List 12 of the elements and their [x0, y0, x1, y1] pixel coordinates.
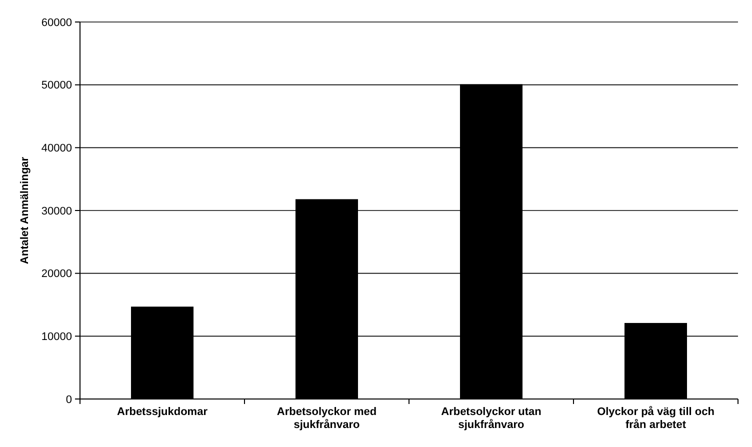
y-tick-label: 10000: [41, 331, 72, 344]
x-tick-label: Olyckor på väg till och från arbetet: [597, 405, 715, 431]
y-tick-label: 20000: [41, 268, 72, 280]
x-tick-label: Arbetssjukdomar: [117, 406, 208, 418]
y-tick-label: 40000: [41, 142, 72, 155]
x-tick-label: Arbetsolyckor med sjukfrånvaro: [276, 406, 377, 431]
y-axis-title: Antalet Anmälningar: [19, 156, 31, 264]
y-tick-label: 60000: [41, 16, 72, 29]
x-tick-label: Arbetsolyckor utan sjukfrånvaro: [441, 406, 542, 431]
y-tick-label: 50000: [41, 80, 72, 92]
y-tick-label: 30000: [41, 205, 72, 218]
y-tick-label: 0: [66, 394, 72, 406]
